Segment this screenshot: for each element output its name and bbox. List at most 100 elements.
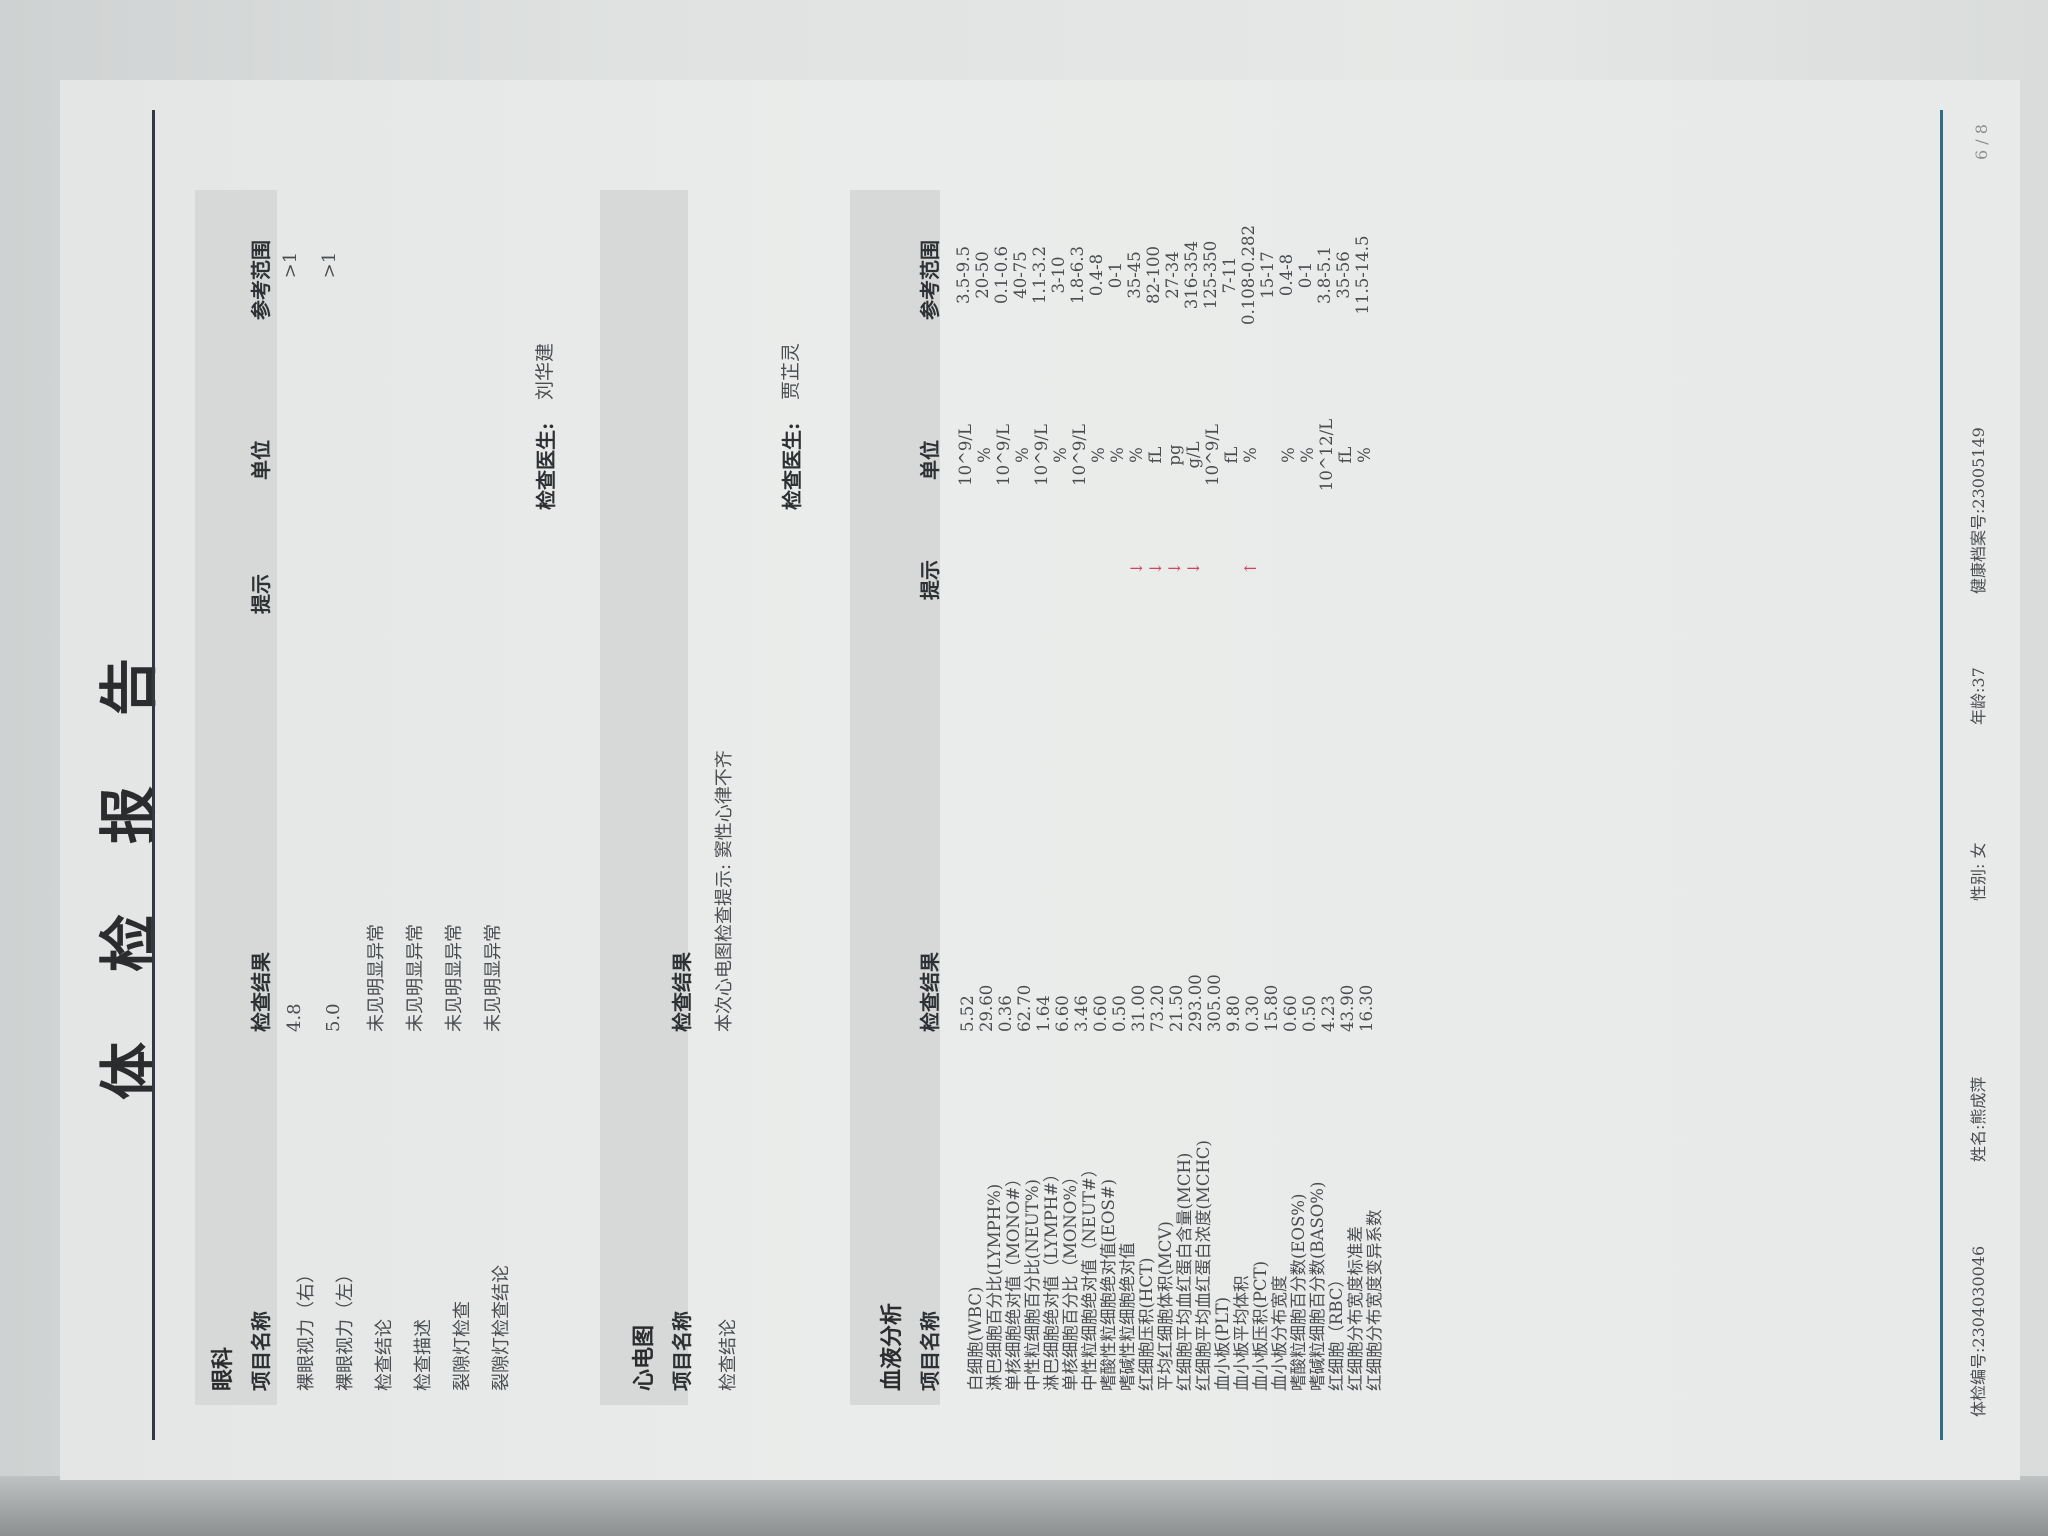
blood-row-range: 0-1 xyxy=(1296,261,1315,289)
blood-row-result: 0.60 xyxy=(1281,995,1300,1032)
blood-row-range: 0.108-0.282 xyxy=(1239,224,1258,326)
report-page: 体检报告 眼科 项目名称 检查结果 提示 单位 参考范围 裸眼视力（右） 4.8 >… xyxy=(60,80,2020,1480)
blood-row-flag-icon: ↓ xyxy=(1165,561,1184,575)
blood-row-unit: 10^9/L xyxy=(994,424,1013,486)
blood-row-unit: % xyxy=(1051,447,1070,463)
eye-row-result: 5.0 xyxy=(323,1003,344,1032)
ecg-row-name: 检查结论 xyxy=(718,1319,739,1391)
eye-row-name: 检查描述 xyxy=(413,1319,434,1391)
blood-row-unit: % xyxy=(1089,447,1108,463)
blood-col-result: 检查结果 xyxy=(918,952,942,1032)
blood-row-unit: % xyxy=(1127,447,1146,463)
blood-row-range: 0.1-0.6 xyxy=(992,245,1011,305)
eye-col-range: 参考范围 xyxy=(249,240,273,320)
eye-row-name: 裂隙灯检查结论 xyxy=(491,1265,512,1391)
title-divider xyxy=(152,110,155,1440)
blood-row-unit: % xyxy=(1355,447,1374,463)
eye-doctor-name: 刘华建 xyxy=(534,342,556,400)
page-number: 6 / 8 xyxy=(1972,124,1991,160)
eye-row-result: 4.8 xyxy=(284,1003,305,1032)
blood-row-unit: fL xyxy=(1146,446,1165,464)
blood-row-range: 1.1-3.2 xyxy=(1030,245,1049,305)
blood-row-unit: 10^9/L xyxy=(1070,424,1089,486)
eye-row-range: >1 xyxy=(319,251,340,279)
footer-record-number: 健康档案号:23005149 xyxy=(1969,427,1988,594)
blood-row-range: 82-100 xyxy=(1144,245,1163,305)
blood-row-result: 5.52 xyxy=(958,995,977,1032)
blood-row-range: 20-50 xyxy=(973,251,992,299)
blood-row-unit: % xyxy=(1298,447,1317,463)
blood-row-flag-icon: ↑ xyxy=(1241,561,1260,575)
blood-row-range: 40-75 xyxy=(1011,251,1030,299)
blood-row-range: 316-354 xyxy=(1182,240,1201,310)
blood-col-unit: 单位 xyxy=(918,440,942,480)
blood-section-title: 血液分析 xyxy=(879,1302,905,1391)
eye-col-hint: 提示 xyxy=(249,574,273,614)
blood-row-range: 125-350 xyxy=(1201,240,1220,310)
blood-row-unit: 10^9/L xyxy=(1203,424,1222,486)
blood-col-hint: 提示 xyxy=(918,560,942,600)
eye-section-title: 眼科 xyxy=(210,1346,236,1391)
eye-row-name: 检查结论 xyxy=(374,1319,395,1391)
blood-row-result: 0.50 xyxy=(1300,995,1319,1032)
blood-row-range: 3.8-5.1 xyxy=(1315,245,1334,305)
blood-row-range: 15-17 xyxy=(1258,251,1277,299)
ecg-col-result: 检查结果 xyxy=(670,952,694,1032)
eye-row-result: 未见明显异常 xyxy=(444,924,465,1032)
eye-col-result: 检查结果 xyxy=(249,952,273,1032)
blood-row-result: 62.70 xyxy=(1015,984,1034,1032)
blood-row-unit: % xyxy=(1241,447,1260,463)
eye-row-name: 裂隙灯检查 xyxy=(452,1301,473,1391)
footer-age: 年龄:37 xyxy=(1969,667,1988,725)
blood-row-result: 0.50 xyxy=(1110,995,1129,1032)
blood-row-flag-icon: ↓ xyxy=(1127,561,1146,575)
blood-row-unit: 10^9/L xyxy=(1032,424,1051,486)
blood-row-range: 0-1 xyxy=(1106,261,1125,289)
blood-row-result: 15.80 xyxy=(1262,984,1281,1032)
footer-exam-number: 体检编号:2304030046 xyxy=(1969,1245,1988,1417)
blood-row-unit: % xyxy=(1108,447,1127,463)
blood-row-range: 3-10 xyxy=(1049,256,1068,294)
blood-row-unit: 10^12/L xyxy=(1317,418,1336,492)
blood-row-range: 7-11 xyxy=(1220,256,1239,294)
blood-row-result: 305.00 xyxy=(1205,974,1224,1032)
blood-row-range: 11.5-14.5 xyxy=(1353,235,1372,315)
footer-divider xyxy=(1940,110,1943,1440)
blood-row-range: 35-56 xyxy=(1334,251,1353,299)
ecg-row-result: 本次心电图检查提示: 窦性心律不齐 xyxy=(714,750,735,1032)
table-surface xyxy=(0,1476,2048,1536)
eye-header-band xyxy=(195,190,277,1405)
blood-row-unit: g/L xyxy=(1184,441,1203,469)
blood-row-result: 9.80 xyxy=(1224,995,1243,1032)
blood-row-range: 1.8-6.3 xyxy=(1068,245,1087,305)
blood-row-result: 0.36 xyxy=(996,995,1015,1032)
blood-row-range: 27-34 xyxy=(1163,251,1182,299)
eye-col-unit: 单位 xyxy=(249,440,273,480)
blood-col-range: 参考范围 xyxy=(918,240,942,320)
blood-row-result: 6.60 xyxy=(1053,995,1072,1032)
eye-row-result: 未见明显异常 xyxy=(483,924,504,1032)
footer-patient-name: 姓名:熊成萍 xyxy=(1969,1076,1988,1162)
eye-row-name: 裸眼视力（右） xyxy=(296,1265,317,1391)
blood-row-range: 0.4-8 xyxy=(1087,253,1106,297)
blood-row-unit: fL xyxy=(1222,446,1241,464)
ecg-doctor-name: 贾芷灵 xyxy=(780,342,802,400)
blood-row-unit: fL xyxy=(1336,446,1355,464)
eye-row-result: 未见明显异常 xyxy=(405,924,426,1032)
blood-row-result: 293.00 xyxy=(1186,974,1205,1032)
ecg-section-title: 心电图 xyxy=(631,1324,657,1391)
ecg-doctor-label: 检查医生: xyxy=(780,422,804,510)
blood-row-unit: % xyxy=(1013,447,1032,463)
blood-row-result: 43.90 xyxy=(1338,984,1357,1032)
blood-row-result: 21.50 xyxy=(1167,984,1186,1032)
eye-row-name: 裸眼视力（左） xyxy=(335,1265,356,1391)
blood-row-unit: % xyxy=(975,447,994,463)
blood-col-name: 项目名称 xyxy=(918,1311,942,1391)
blood-row-flag-icon: ↓ xyxy=(1146,561,1165,575)
blood-row-flag-icon: ↓ xyxy=(1184,561,1203,575)
blood-row-result: 4.23 xyxy=(1319,995,1338,1032)
ecg-header-band xyxy=(600,190,688,1405)
blood-header-band xyxy=(850,190,940,1405)
footer-sex: 性别: 女 xyxy=(1969,842,1988,901)
blood-row-result: 29.60 xyxy=(977,984,996,1032)
